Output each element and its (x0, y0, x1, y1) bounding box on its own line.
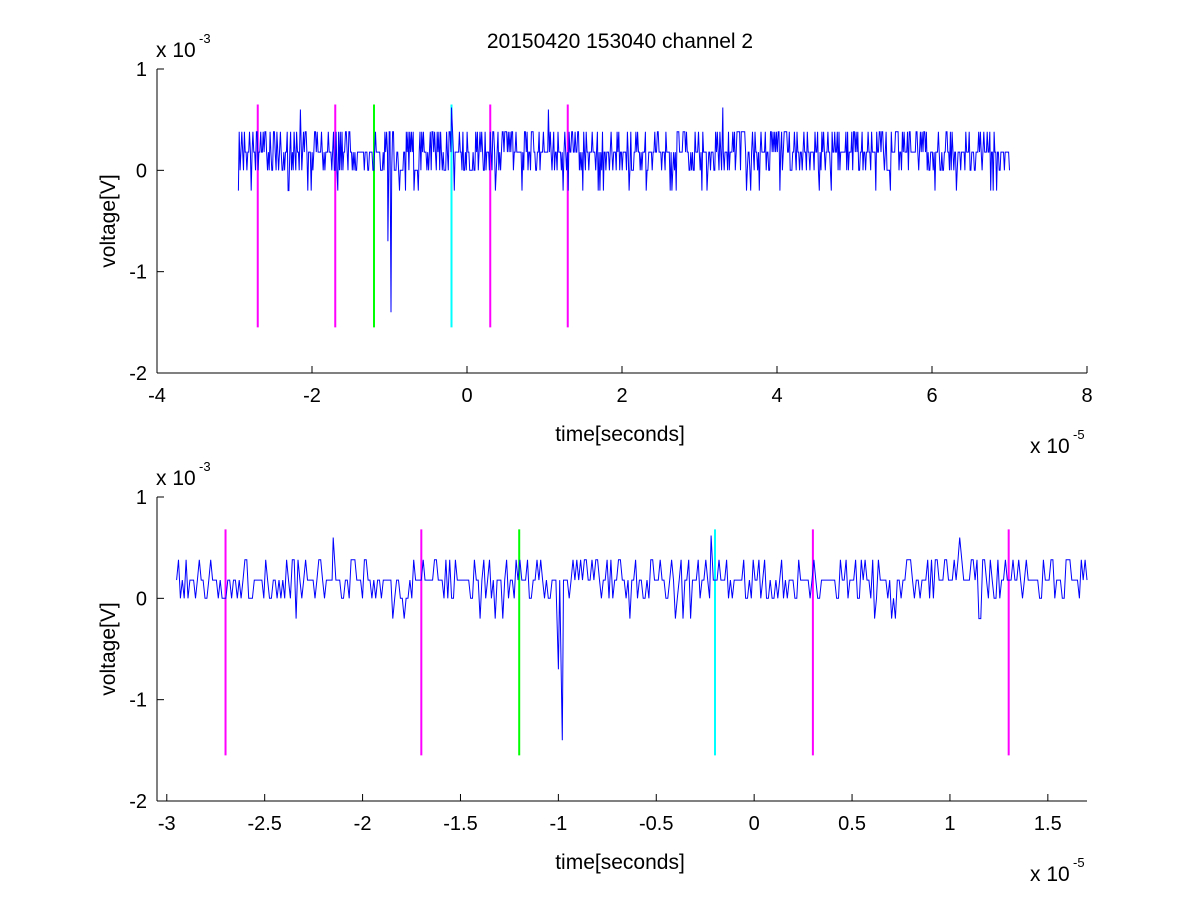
y-tick-label: 1 (136, 487, 147, 509)
x-axis-label: time[seconds] (555, 851, 685, 874)
y-exponent: x 10 -3 (156, 31, 211, 62)
y-tick-label: -1 (129, 262, 147, 284)
x-tick-label: -2.5 (247, 813, 281, 835)
y-tick-label: 1 (136, 59, 147, 81)
plot-area (157, 497, 1087, 801)
x-exponent-base: x 10 (1030, 435, 1070, 458)
y-exponent: x 10 -3 (156, 459, 211, 490)
x-ticks: -3 -2.5 -2 -1.5 -1 -0.5 0 0.5 1 1.5 (158, 794, 1062, 835)
x-axis-label: time[seconds] (555, 423, 685, 446)
x-tick-label: -2 (303, 385, 321, 407)
y-exponent-power: -3 (199, 459, 211, 474)
voltage-trace (176, 535, 1088, 741)
x-exponent-base: x 10 (1030, 863, 1070, 886)
axis-lines (156, 497, 1087, 802)
x-tick-label: -0.5 (639, 813, 673, 835)
marker-lines (224, 529, 1010, 756)
y-axis-label: voltage[V] (97, 174, 120, 267)
y-tick-label: 0 (136, 160, 147, 182)
y-exponent-base: x 10 (156, 39, 196, 62)
x-tick-label: 2 (616, 385, 627, 407)
x-tick-label: 0 (461, 385, 472, 407)
x-exponent: x 10 -5 (1030, 427, 1085, 458)
x-tick-label: 4 (771, 385, 782, 407)
x-tick-label: -2 (354, 813, 372, 835)
y-tick-label: -1 (129, 690, 147, 712)
x-tick-label: -1 (549, 813, 567, 835)
x-tick-label: 1 (944, 813, 955, 835)
subplot-bottom: -3 -2.5 -2 -1.5 -1 -0.5 0 0.5 1 1.5 -2 -1 0 1 time[s… (97, 459, 1088, 886)
x-exponent: x 10 -5 (1030, 855, 1085, 886)
x-tick-label: 0.5 (838, 813, 866, 835)
plot-area (157, 69, 1087, 373)
y-tick-label: -2 (129, 363, 147, 385)
y-axis-label: voltage[V] (97, 602, 120, 695)
x-exponent-power: -5 (1073, 855, 1085, 870)
x-tick-label: 8 (1081, 385, 1092, 407)
x-tick-label: 6 (926, 385, 937, 407)
figure-title: 20150420 153040 channel 2 (487, 30, 753, 53)
voltage-trace (237, 107, 1010, 313)
x-tick-label: 1.5 (1034, 813, 1062, 835)
x-exponent-power: -5 (1073, 427, 1085, 442)
subplot-top: -4 -2 0 2 4 6 8 -2-101 time[seconds] voltage[V… (97, 31, 1093, 458)
y-ticks: -2 -1 0 1 (129, 487, 164, 813)
x-tick-label: -3 (158, 813, 176, 835)
x-tick-label: -1.5 (443, 813, 477, 835)
y-exponent-base: x 10 (156, 467, 196, 490)
x-ticks: -4 -2 0 2 4 6 8 (148, 366, 1093, 407)
y-tick-label: -2 (129, 791, 147, 813)
y-exponent-power: -3 (199, 31, 211, 46)
x-tick-label: 0 (749, 813, 760, 835)
y-tick-label: 0 (136, 588, 147, 610)
x-tick-label: -4 (148, 385, 166, 407)
y-ticks: -2 -1 0 1 (129, 59, 164, 385)
